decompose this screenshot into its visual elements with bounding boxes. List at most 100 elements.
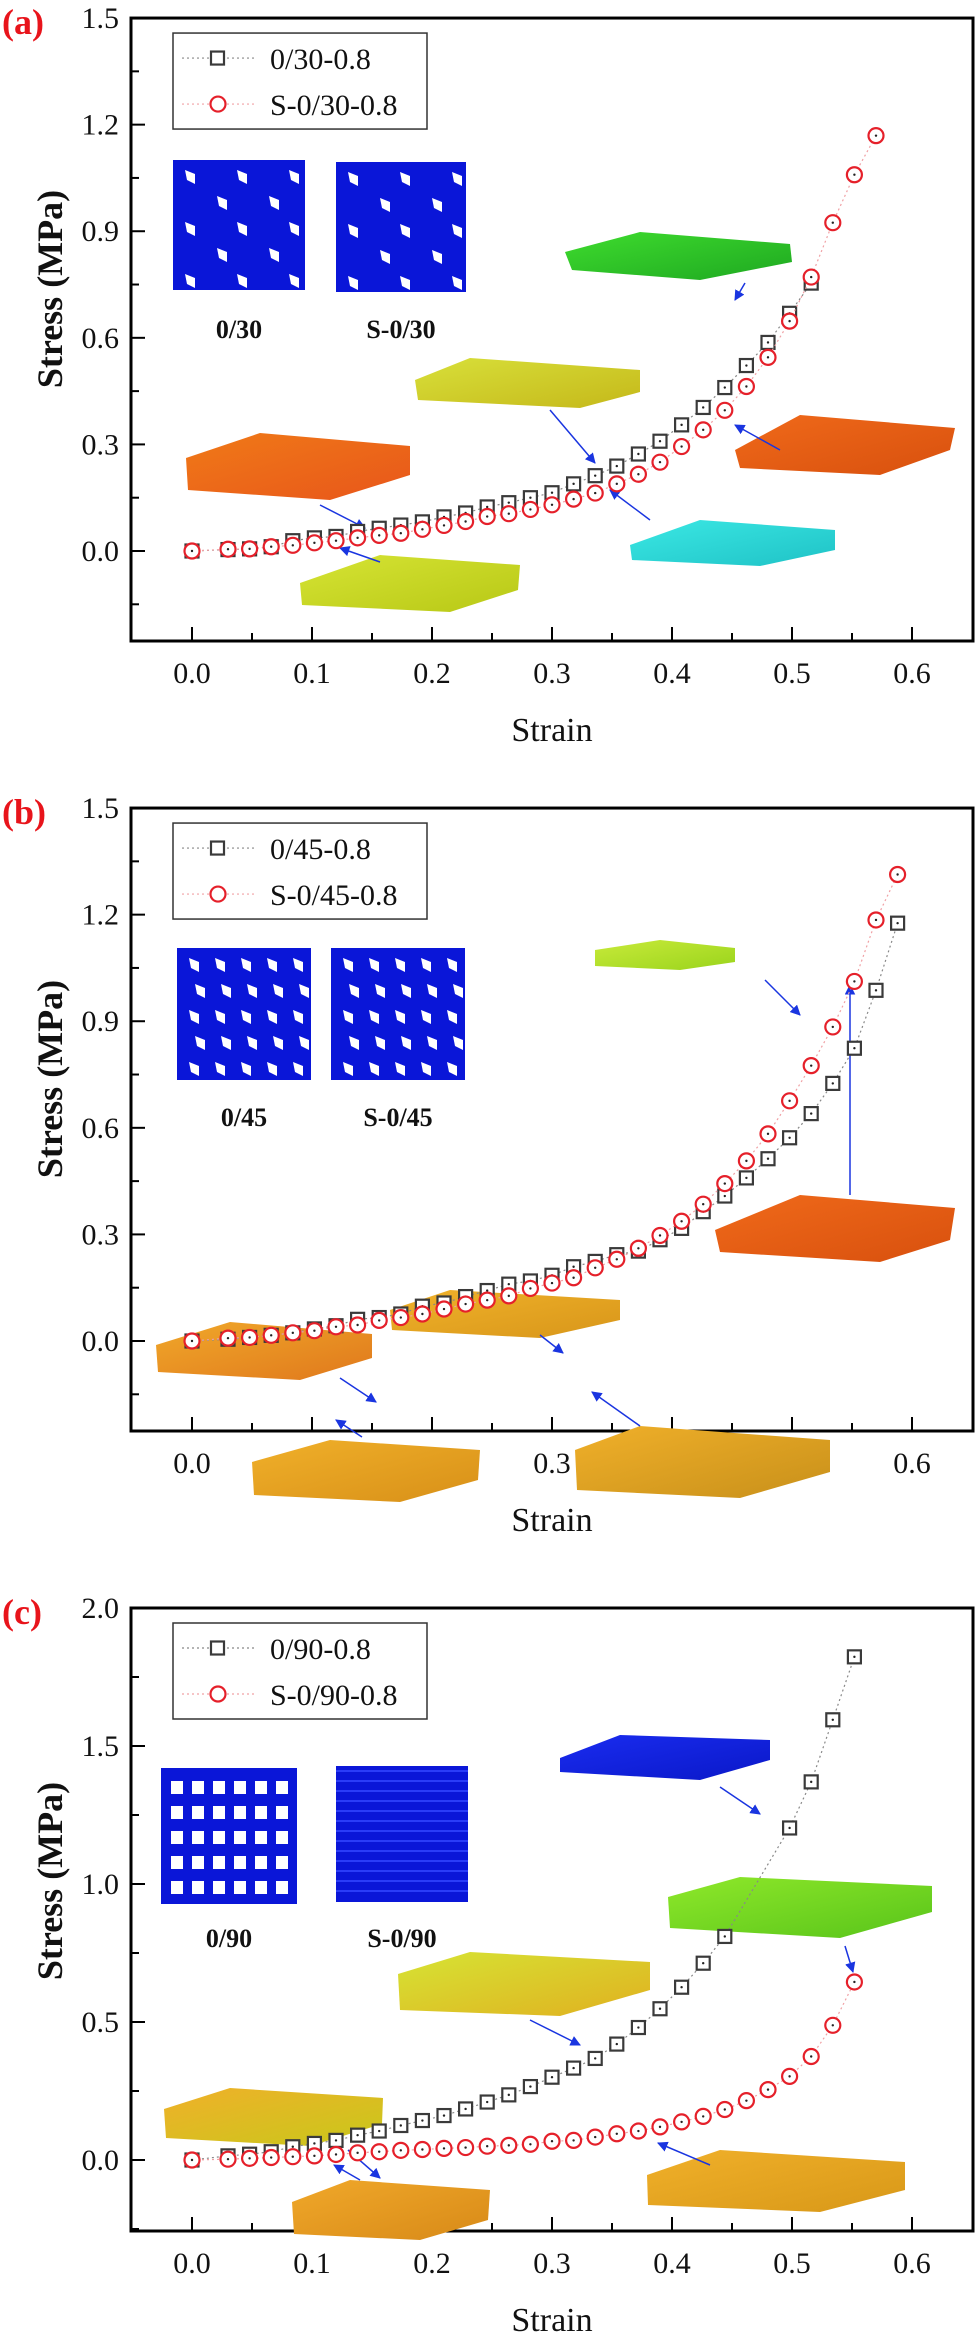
legend-square-marker (209, 1640, 226, 1656)
y-tick-label: 0.0 (82, 535, 120, 568)
legend-circle-marker (209, 1685, 227, 1703)
lattice-hole (269, 248, 279, 262)
legend-box (172, 822, 428, 920)
x-tick-label: 0.0 (173, 2247, 211, 2280)
lattice-hole (237, 222, 247, 236)
grid-hole (255, 1856, 267, 1869)
data-point-center (270, 2156, 273, 2159)
legend-entry: S-0/30-0.8 (270, 89, 398, 122)
data-point-center (702, 1962, 705, 1965)
data-point-center (572, 2066, 575, 2070)
data-point-center (291, 2155, 294, 2158)
data-point-center (594, 474, 597, 477)
data-point-center (464, 520, 467, 523)
lattice-hole (267, 958, 277, 972)
lattice-hole (185, 222, 195, 236)
x-tick-label: 0.6 (893, 2247, 931, 2280)
legend-box (172, 1622, 428, 1720)
grid-hole (213, 1831, 225, 1844)
data-point-center (745, 1176, 748, 1180)
lattice-hole (189, 1010, 199, 1024)
data-point-center (464, 2146, 467, 2149)
data-point-center (615, 2132, 618, 2135)
grid-hole (213, 1806, 225, 1819)
data-point-center (313, 541, 316, 545)
deformed-striped-right-inset (575, 1426, 830, 1498)
lattice-hole (348, 276, 358, 290)
panel-b: (b) Stress (MPa) Strain 0.00.10.20.30.40… (0, 790, 978, 1580)
data-point-center (226, 2157, 230, 2161)
legend-entry: 0/90-0.8 (270, 1633, 371, 1666)
top-view-inset-s (336, 162, 466, 292)
annotation-arrow (529, 2019, 581, 2046)
y-tick-label: 1.0 (82, 1868, 120, 1901)
data-point-center (378, 1319, 381, 1322)
data-point-center (190, 2158, 194, 2162)
data-point-center (702, 428, 705, 432)
annotation-arrow (719, 1786, 761, 1815)
data-point-center (680, 423, 683, 427)
data-point-center (658, 2007, 662, 2010)
lattice-hole (241, 1010, 251, 1024)
data-point-center (723, 1935, 726, 1938)
top-view-inset-plain (173, 160, 305, 290)
grid-hole (192, 1881, 204, 1894)
lattice-hole (349, 984, 359, 998)
data-point-center (702, 406, 705, 409)
data-point-center (334, 2153, 338, 2156)
lattice-hole (369, 958, 379, 972)
lattice-hole (217, 248, 227, 262)
data-point-center (291, 1331, 294, 1335)
lattice-hole (195, 1036, 205, 1050)
data-point-center (702, 2115, 705, 2118)
data-point-center (594, 491, 597, 495)
legend-square-marker (209, 50, 226, 66)
lattice-hole (247, 1036, 257, 1050)
data-point-center (658, 2125, 662, 2129)
data-point-center (334, 2139, 338, 2142)
data-point-center (291, 2145, 294, 2148)
deformed-orange-flat-inset (715, 1195, 955, 1262)
data-point-center (723, 409, 726, 412)
grid-hole (276, 1856, 288, 1869)
deformed-striped-left-inset (164, 2088, 383, 2146)
data-point-center (507, 2093, 510, 2097)
data-point-center (550, 503, 554, 507)
data-point-center (486, 2100, 489, 2104)
lattice-hole (215, 1062, 225, 1076)
data-point-center (507, 1294, 510, 1298)
lattice-hole (421, 1010, 431, 1024)
lattice-hole (400, 276, 410, 290)
lattice-hole (447, 958, 457, 972)
data-point-center (615, 464, 618, 468)
grid-hole (171, 1881, 183, 1894)
data-point-center (745, 1159, 748, 1163)
x-axis-label-a: Strain (511, 712, 593, 749)
data-point-center (421, 1312, 424, 1316)
lattice-hole (221, 984, 231, 998)
data-point-center (680, 445, 683, 448)
x-tick-label: 0.2 (413, 657, 451, 690)
deformed-green-inset (565, 232, 792, 280)
x-tick-label: 0.4 (653, 657, 691, 690)
data-point-center (572, 482, 575, 486)
data-point-center (658, 440, 662, 443)
data-point-center (550, 1281, 554, 1285)
y-tick-label: 0.9 (82, 1005, 120, 1038)
lattice-hole (299, 1036, 309, 1050)
chart-a: 0.0 0.1 0.2 0.3 0.4 0.5 0.6 0.0 0.3 0.6 0.9 1.2 1.5 0… (82, 2, 975, 690)
data-point-center (615, 2042, 618, 2046)
lattice-hole (289, 170, 299, 184)
lattice-hole (395, 958, 405, 972)
lattice-hole (273, 1036, 283, 1050)
data-point-center (874, 918, 878, 922)
data-point-center (334, 539, 338, 542)
grid-hole (276, 1881, 288, 1894)
data-point-center (313, 1329, 316, 1332)
x-tick-label: 0.0 (173, 1447, 211, 1480)
lattice-hole (189, 958, 199, 972)
data-point-center (766, 341, 770, 344)
data-point-center (788, 2075, 791, 2078)
data-point-center (270, 545, 273, 548)
data-point-center (507, 1282, 510, 1286)
